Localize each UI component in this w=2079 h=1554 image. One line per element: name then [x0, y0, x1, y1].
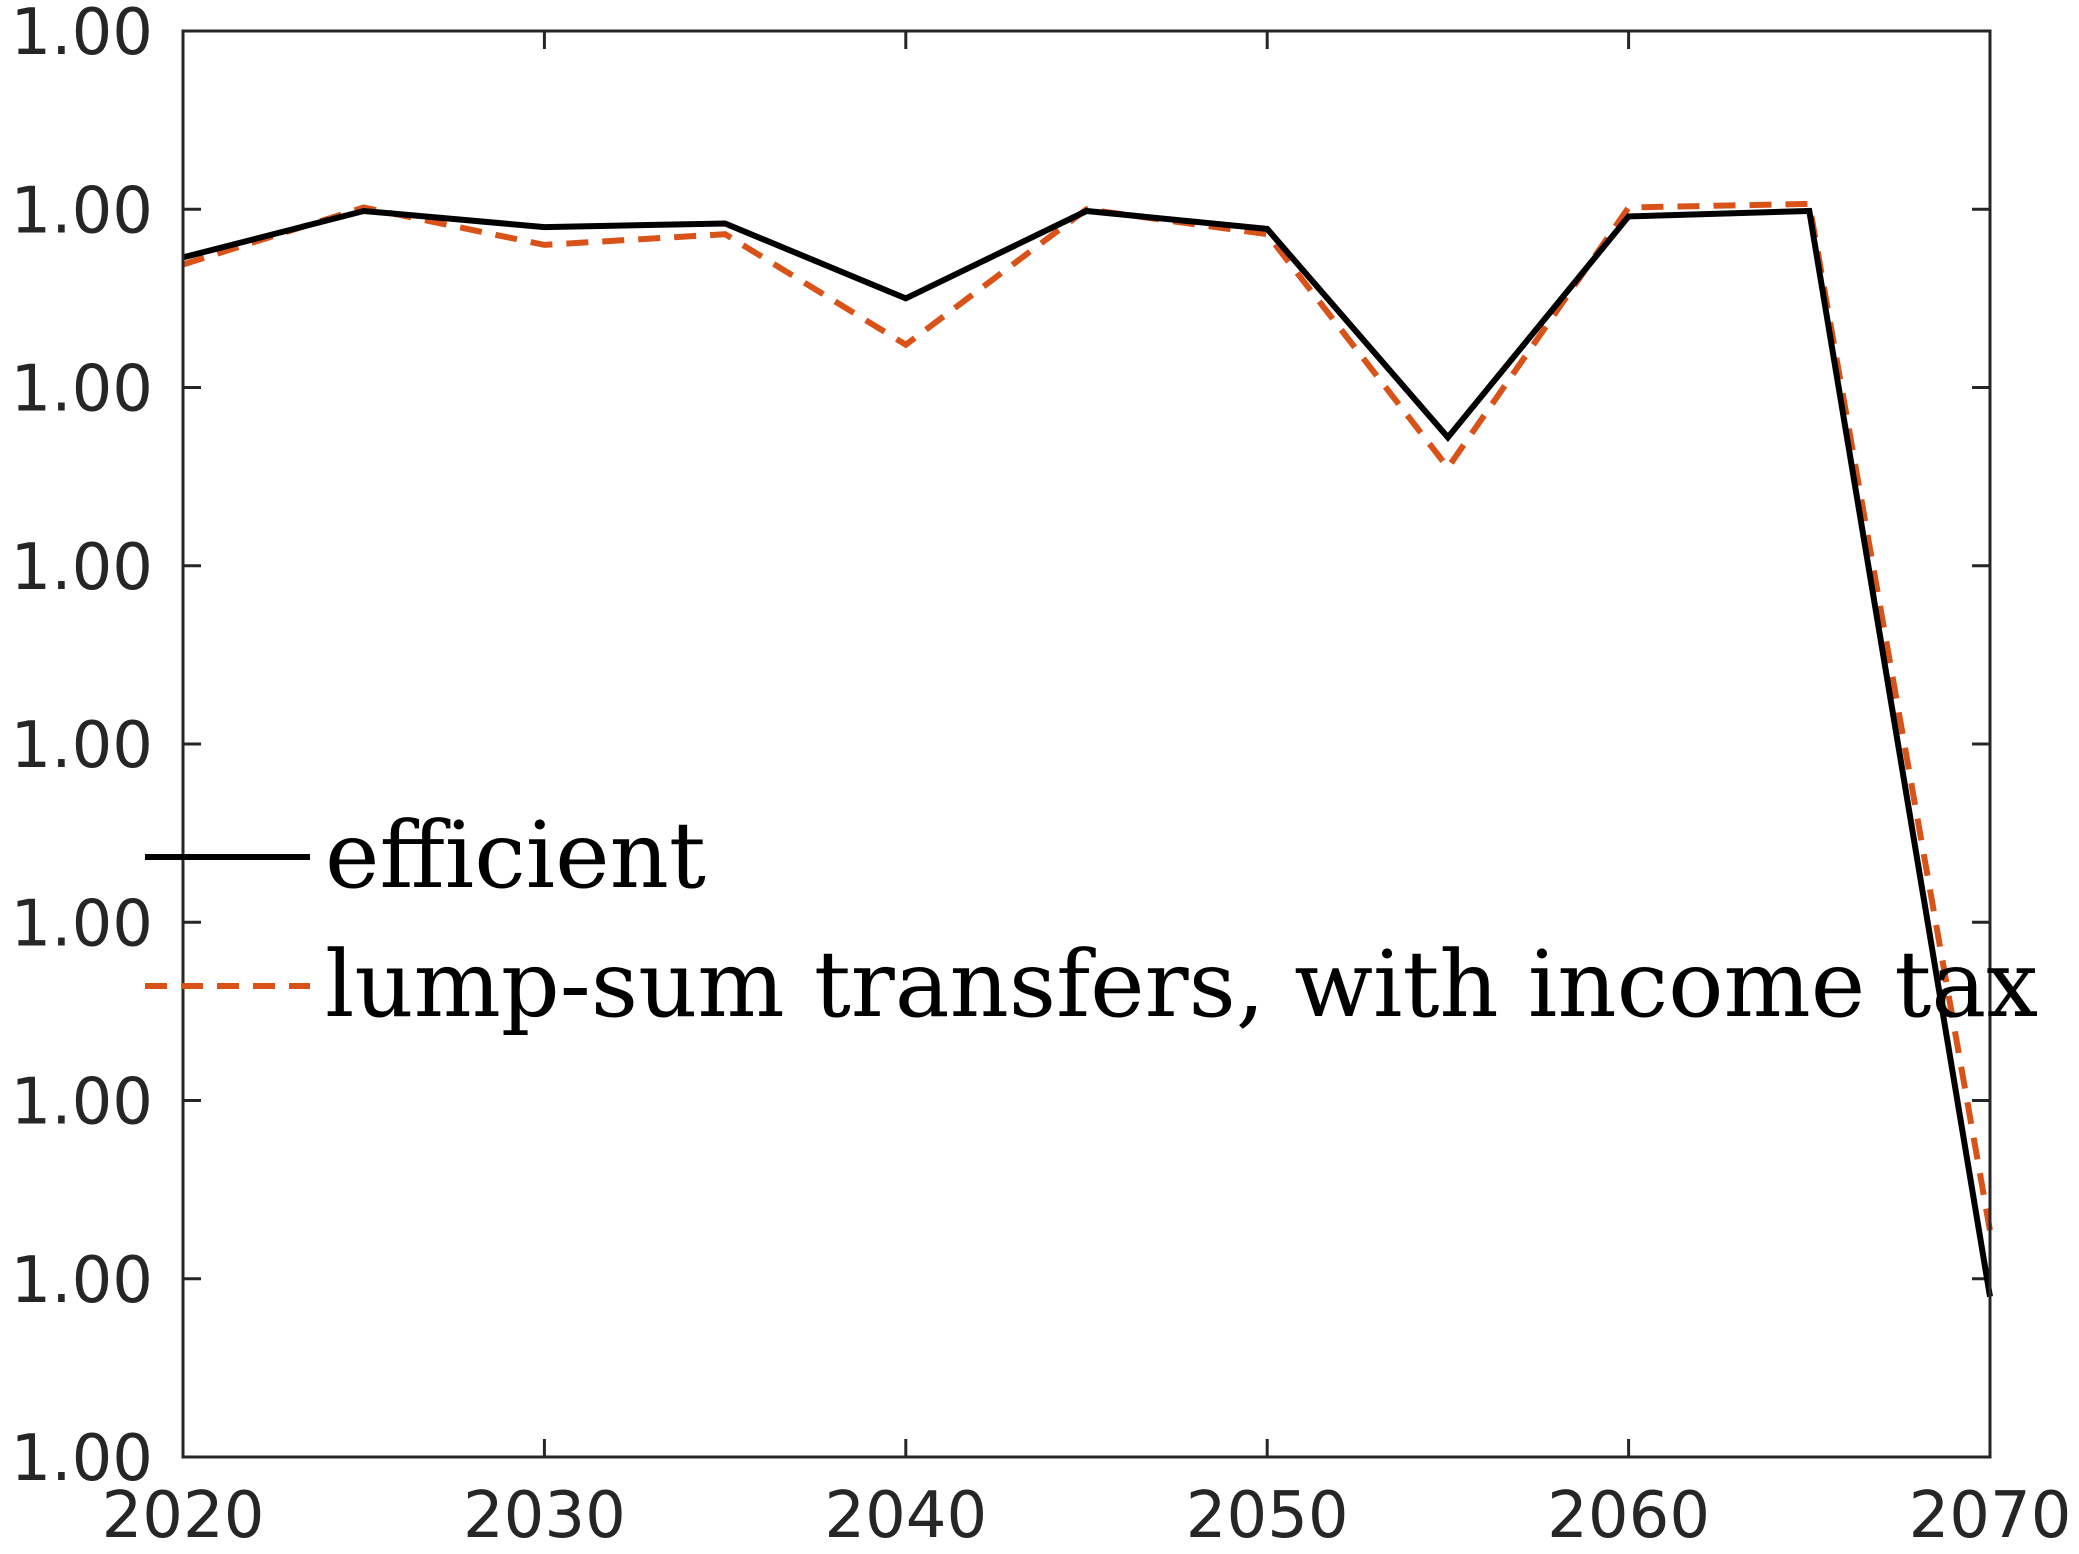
legend-label-efficient: efficient	[325, 802, 706, 909]
y-tick-label-1: 1.00	[11, 1244, 154, 1318]
x-tick-label-3: 2050	[1186, 1479, 1349, 1553]
y-tick-label-6: 1.00	[11, 353, 154, 427]
y-tick-label-3: 1.00	[11, 887, 154, 961]
y-tick-label-7: 1.00	[11, 174, 154, 248]
y-tick-label-4: 1.00	[11, 709, 154, 783]
y-tick-label-2: 1.00	[11, 1066, 154, 1140]
plot-area	[182, 200, 1993, 1298]
x-axis-tick-labels: 2020 2030 2040 2050 2060 2070	[102, 1479, 2072, 1553]
legend-label-lump-sum-transfers: lump-sum transfers, with income tax	[325, 931, 2038, 1038]
y-tick-label-0: 1.00	[11, 1422, 154, 1496]
axes-box	[181, 29, 1992, 1459]
x-tick-label-5: 2070	[1909, 1479, 2072, 1553]
x-tick-label-2: 2040	[824, 1479, 987, 1553]
series-line-0	[182, 207, 1993, 1298]
legend: efficient lump-sum transfers, with incom…	[145, 802, 2038, 1038]
y-tick-label-8: 1.00	[11, 0, 154, 70]
x-tick-label-0: 2020	[102, 1479, 265, 1553]
y-axis-tick-labels: 1.00 1.00 1.00 1.00 1.00 1.00 1.00 1.00 1.00	[11, 0, 154, 1496]
y-tick-label-5: 1.00	[11, 531, 154, 605]
x-tick-label-1: 2030	[463, 1479, 626, 1553]
x-tick-label-4: 2060	[1547, 1479, 1710, 1553]
